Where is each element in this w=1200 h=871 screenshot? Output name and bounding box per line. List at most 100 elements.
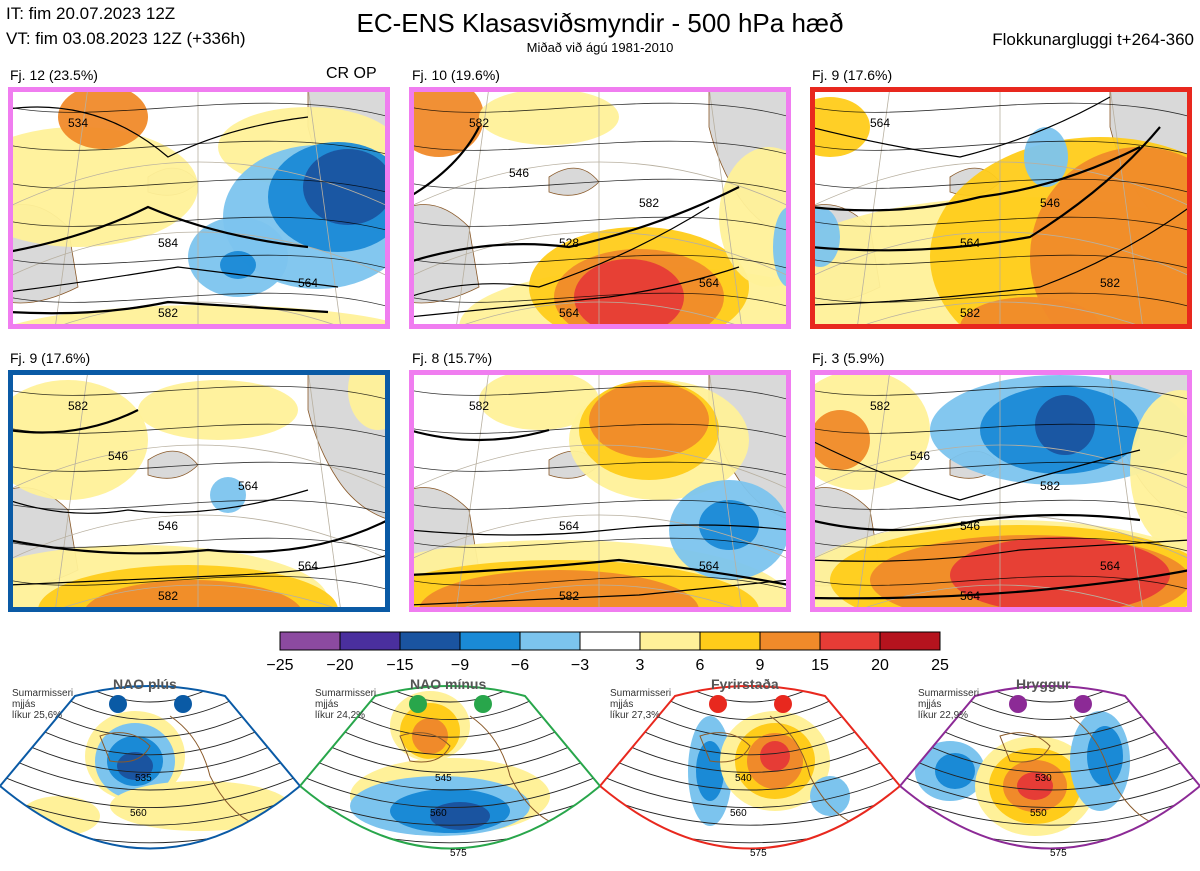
anomaly-area	[430, 802, 490, 830]
coastline	[469, 715, 561, 827]
cluster-map-6: 546 564 564 582 582 546	[810, 370, 1192, 612]
contour-label: 564	[298, 559, 318, 573]
panel-label: Fj. 3 (5.9%)	[812, 350, 885, 366]
regime-dot	[774, 695, 792, 713]
contour-label: 582	[559, 589, 579, 603]
fan-frame	[600, 685, 900, 850]
anomaly-area	[409, 87, 484, 157]
valid-time: VT: fim 03.08.2023 12Z (+336h)	[6, 29, 246, 48]
contour-label: 560	[430, 808, 447, 819]
height-contour	[8, 140, 390, 156]
anomaly-area	[960, 297, 1100, 329]
height-contour	[8, 106, 309, 158]
height-contour	[810, 146, 1141, 212]
regime-dot	[1074, 695, 1092, 713]
height-contour	[810, 292, 1192, 308]
height-contour	[810, 178, 1192, 194]
chart-title: EC-ENS Klasasviðsmyndir - 500 hPa hæð	[356, 8, 844, 38]
height-contour	[8, 409, 139, 434]
regime-name: Fyrirstaða	[711, 676, 779, 692]
height-contour	[409, 499, 791, 515]
grid-line	[810, 231, 1192, 278]
anomaly-area	[696, 741, 724, 801]
height-contour	[600, 729, 900, 809]
height-contour	[8, 254, 390, 270]
height-contour	[8, 178, 390, 194]
contour-label: 582	[68, 399, 88, 413]
height-contour	[359, 686, 541, 703]
height-contour	[409, 186, 740, 264]
anomaly-area	[1002, 850, 1038, 862]
height-contour	[900, 729, 1200, 809]
colorbar-swatch	[699, 631, 761, 651]
contour-label: 534	[68, 116, 88, 130]
contour-label: 546	[960, 519, 980, 533]
panel-frame	[810, 370, 1192, 612]
panel-frame	[810, 87, 1192, 329]
colorbar-swatch	[519, 631, 581, 651]
anomaly-area	[348, 370, 390, 430]
fan-frame	[0, 685, 300, 850]
contour-label: 560	[130, 808, 147, 819]
anomaly-area	[589, 382, 709, 458]
height-contour	[409, 102, 791, 118]
colorbar-swatch	[639, 631, 701, 651]
colorbar-tick-label: 25	[931, 657, 949, 674]
contour-label: 564	[960, 589, 980, 603]
regime-dot	[1009, 695, 1027, 713]
regime-dot	[409, 695, 427, 713]
contour-label: 582	[469, 116, 489, 130]
classification-window: Flokkunargluggi t+264-360	[992, 30, 1194, 49]
height-contour	[8, 461, 390, 477]
regime-name: Hryggur	[1016, 676, 1071, 692]
height-contour	[810, 140, 1192, 156]
height-contour	[600, 719, 900, 791]
coastline	[699, 732, 751, 763]
contour-label: 582	[158, 306, 178, 320]
regime-text-line: Sumarmisseri	[315, 688, 377, 699]
contour-label: 584	[158, 236, 178, 250]
height-contour	[8, 489, 309, 514]
panel-label: Fj. 9 (17.6%)	[10, 350, 91, 366]
anomaly-area	[1087, 726, 1123, 786]
height-contour	[810, 102, 1192, 118]
contour-label: 535	[135, 773, 152, 784]
regime-dot	[474, 695, 492, 713]
anomaly-area	[210, 477, 246, 513]
contour-label: 564	[238, 479, 258, 493]
height-contour	[409, 558, 790, 587]
regime-text-line: mjjás	[315, 699, 339, 710]
height-contour	[810, 385, 1192, 401]
contour-label: 540	[735, 773, 752, 784]
panel-frame	[409, 87, 791, 329]
colorbar-tick-label: 15	[811, 657, 829, 674]
cluster-map-1: 584 564 582 534	[8, 87, 390, 329]
grid-line	[810, 514, 1192, 561]
grid-line	[1109, 87, 1144, 329]
regime-text-line: Sumarmisseri	[918, 688, 980, 699]
regime-dot	[709, 695, 727, 713]
height-contour	[810, 423, 1192, 439]
grid-line	[1109, 370, 1144, 612]
contour-label: 546	[910, 449, 930, 463]
colorbar-tick-label: −9	[451, 657, 469, 674]
height-contour	[300, 738, 600, 826]
coastline	[999, 732, 1051, 763]
initial-time: IT: fim 20.07.2023 12Z	[6, 4, 176, 23]
contour-label: 582	[1100, 276, 1120, 290]
grid-line	[708, 370, 743, 612]
height-contour	[409, 579, 790, 606]
height-contour	[409, 206, 710, 298]
anomaly-area	[479, 370, 599, 430]
height-contour	[8, 519, 389, 555]
contour-label: 528	[559, 236, 579, 250]
regime-text-line: líkur 27,3%	[610, 710, 661, 721]
height-contour	[810, 216, 1192, 232]
contour-label: 564	[870, 116, 890, 130]
contour-label: 530	[1035, 773, 1052, 784]
grid-line	[307, 370, 342, 612]
regime-text-line: líkur 24,2%	[315, 710, 366, 721]
anomaly-area	[117, 752, 153, 780]
grid-line	[810, 444, 1192, 491]
grid-line	[810, 161, 1192, 208]
